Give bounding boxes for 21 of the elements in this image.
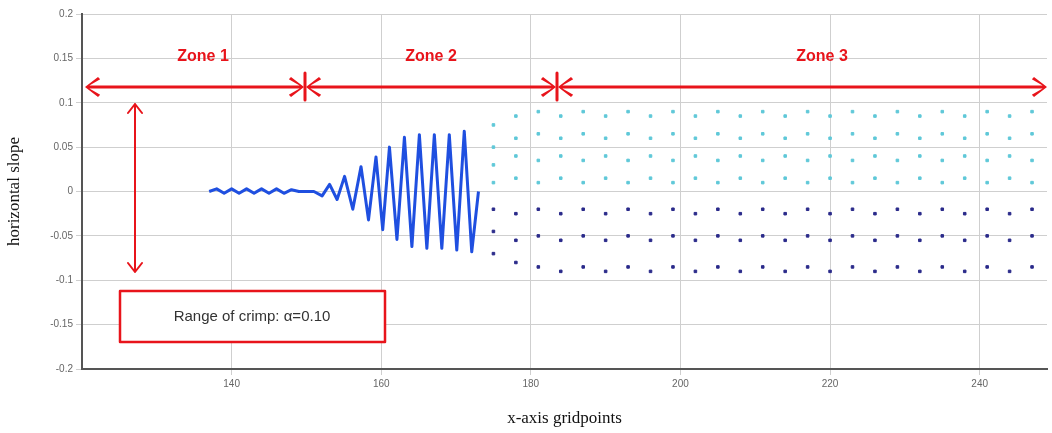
x-tick-label: 160 — [372, 377, 390, 389]
y-tick-label: 0.15 — [53, 52, 74, 64]
y-tick-label: 0 — [67, 185, 74, 197]
y-axis-title: horizontal slope — [3, 136, 23, 247]
x-tick-label: 220 — [821, 377, 839, 389]
y-tick-label: -0.15 — [50, 318, 74, 330]
annotation: Zone 2 — [405, 47, 457, 65]
annotation: Range of crimp: α=0.10 — [173, 306, 331, 324]
y-tick-label: 0.1 — [59, 96, 74, 108]
x-tick-label: 180 — [522, 377, 540, 389]
y-tick-label: -0.05 — [50, 229, 74, 241]
x-tick-label: 140 — [223, 377, 241, 389]
x-tick-label: 200 — [672, 377, 690, 389]
x-tick-label: 240 — [971, 377, 989, 389]
annotation: Zone 1 — [177, 47, 229, 65]
y-tick-label: -0.2 — [55, 362, 74, 374]
y-tick-label: 0.05 — [53, 140, 74, 152]
x-axis-title: x-axis gridpoints — [507, 408, 622, 428]
annotation: Zone 3 — [796, 47, 848, 65]
y-tick-label: -0.1 — [55, 274, 74, 285]
y-tick-label: 0.2 — [59, 7, 74, 19]
